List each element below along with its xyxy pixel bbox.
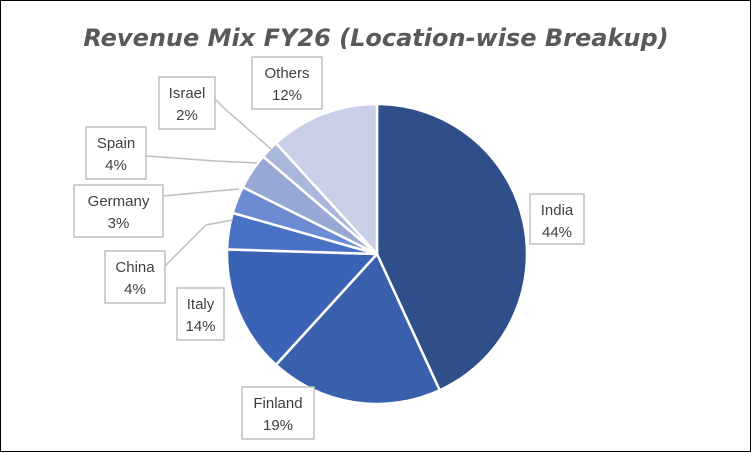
data-label-india: India 44% [529, 193, 585, 245]
data-label-category: Israel [169, 85, 206, 102]
pie-slice-india [375, 102, 529, 392]
pie-slice-finland [274, 252, 441, 406]
pie-slice-italy [225, 248, 379, 367]
data-label-value: 14% [185, 318, 215, 335]
data-label-value: 2% [176, 107, 198, 124]
leader-lines [145, 98, 272, 267]
data-label-category: India [541, 202, 574, 219]
leader-line-spain [145, 155, 258, 164]
data-label-box [176, 287, 225, 341]
data-label-category: Germany [88, 193, 150, 210]
data-label-value: 12% [272, 87, 302, 104]
data-label-box [529, 193, 585, 245]
data-label-box [241, 386, 315, 440]
leader-line-china [164, 219, 234, 267]
data-label-value: 4% [124, 281, 146, 298]
data-label-box [251, 56, 323, 110]
data-label-spain: Spain 4% [85, 126, 147, 180]
leader-line-germany [162, 188, 240, 197]
chart-title: Revenue Mix FY26 (Location-wise Breakup) [83, 24, 668, 52]
data-label-germany: Germany 3% [73, 184, 164, 238]
data-label-value: 44% [542, 224, 572, 241]
data-label-china: China 4% [104, 250, 166, 304]
data-labels: India 44% Finland 19% Italy 14% China 4% Germany… [73, 56, 585, 440]
data-label-box [73, 184, 164, 238]
data-label-box [104, 250, 166, 304]
data-label-italy: Italy 14% [176, 287, 225, 341]
data-label-others: Others 12% [251, 56, 323, 110]
data-label-box [85, 126, 147, 180]
pie-slice-others [274, 102, 379, 256]
data-label-value: 4% [105, 157, 127, 174]
data-label-israel: Israel 2% [158, 76, 216, 130]
data-label-category: Italy [187, 296, 215, 313]
data-label-finland: Finland 19% [241, 386, 315, 440]
data-label-box [158, 76, 216, 130]
leader-line-israel [214, 98, 272, 150]
data-label-value: 19% [263, 417, 293, 434]
data-label-category: Finland [253, 395, 302, 412]
data-label-category: China [115, 259, 155, 276]
data-label-category: Spain [97, 135, 135, 152]
data-label-category: Others [264, 65, 309, 82]
data-label-value: 3% [108, 215, 130, 232]
pie-slices [225, 102, 529, 406]
